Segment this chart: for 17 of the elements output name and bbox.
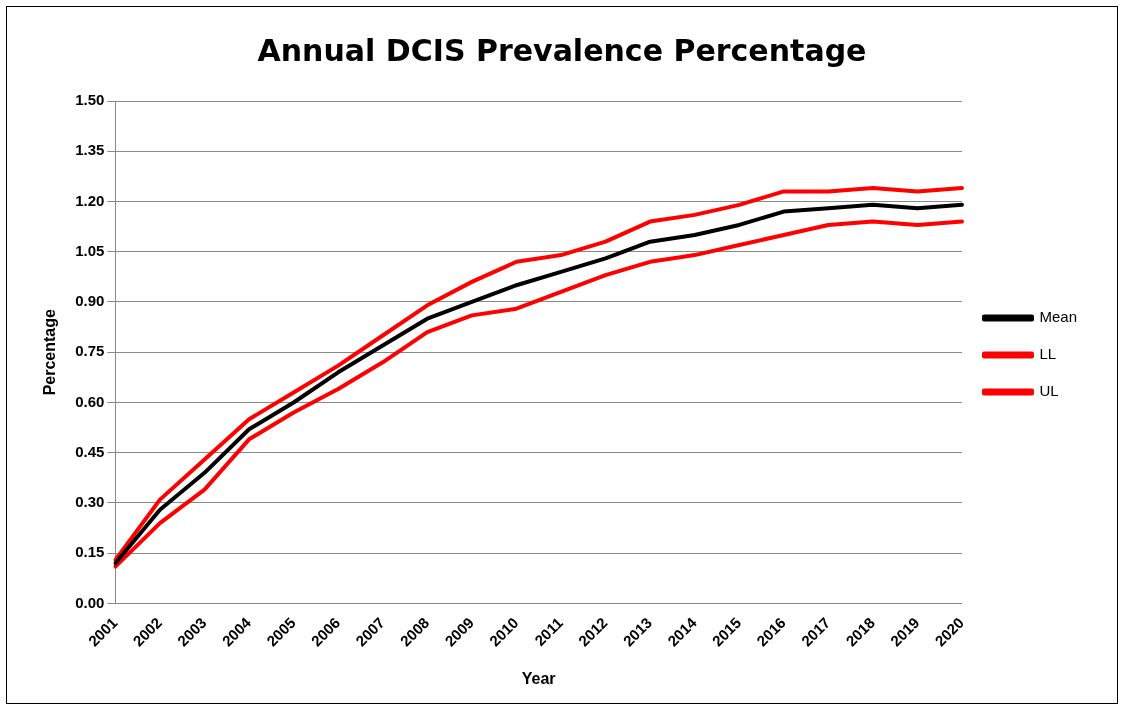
y-tick-label: 0.45: [75, 442, 105, 460]
y-tick-label: 0.00: [75, 593, 105, 611]
legend-label: UL: [1039, 382, 1059, 400]
y-tick-label: 0.60: [75, 392, 105, 410]
legend-label: LL: [1039, 345, 1057, 363]
y-tick-label: 1.05: [75, 241, 105, 259]
y-tick-label: 1.50: [75, 91, 105, 109]
x-axis-title: Year: [521, 669, 556, 687]
chart-title: Annual DCIS Prevalence Percentage: [257, 32, 867, 68]
legend-label: Mean: [1039, 308, 1078, 326]
y-tick-label: 1.35: [75, 141, 105, 159]
y-tick-label: 0.30: [75, 493, 105, 511]
y-tick-label: 1.20: [75, 191, 105, 209]
y-tick-label: 0.90: [75, 292, 105, 310]
y-axis-title: Percentage: [41, 309, 59, 396]
y-tick-label: 0.15: [75, 543, 105, 561]
y-tick-label: 0.75: [75, 342, 105, 360]
